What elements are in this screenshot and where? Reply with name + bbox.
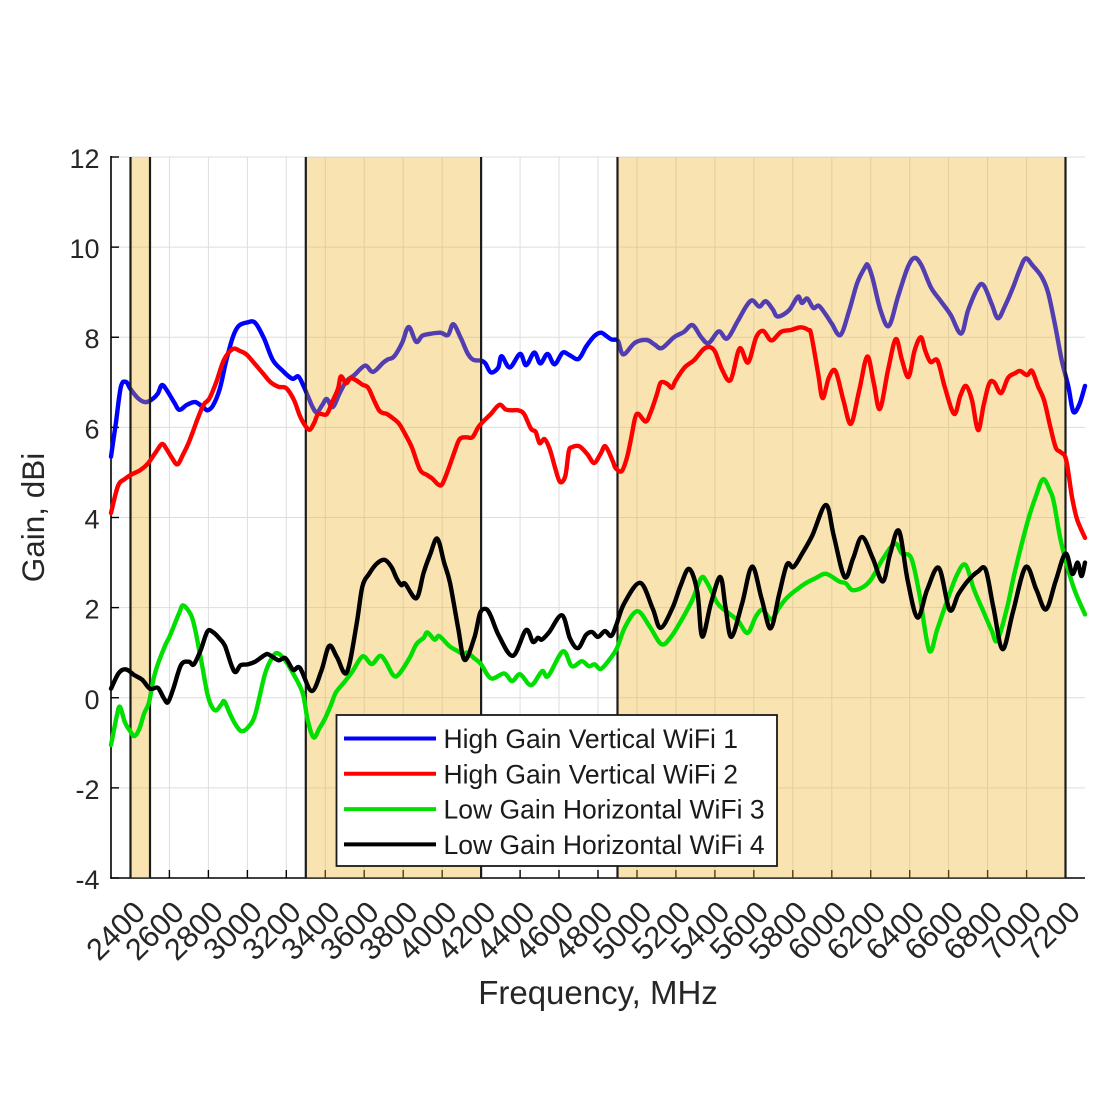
svg-text:12: 12 — [69, 144, 99, 174]
svg-text:-4: -4 — [75, 865, 99, 895]
svg-text:Low Gain Horizontal WiFi 4: Low Gain Horizontal WiFi 4 — [444, 830, 765, 860]
svg-text:8: 8 — [84, 324, 99, 354]
svg-text:-2: -2 — [75, 775, 99, 805]
svg-text:High Gain Vertical WiFi 2: High Gain Vertical WiFi 2 — [444, 759, 739, 789]
svg-text:2: 2 — [84, 595, 99, 625]
svg-text:6: 6 — [84, 414, 99, 444]
svg-text:High Gain Vertical WiFi 1: High Gain Vertical WiFi 1 — [444, 724, 739, 754]
svg-text:Low Gain Horizontal WiFi 3: Low Gain Horizontal WiFi 3 — [444, 795, 765, 825]
svg-text:10: 10 — [69, 234, 99, 264]
svg-text:4: 4 — [84, 505, 99, 535]
svg-text:0: 0 — [84, 685, 99, 715]
svg-text:Frequency, MHz: Frequency, MHz — [478, 974, 718, 1011]
svg-text:Gain, dBi: Gain, dBi — [15, 453, 51, 583]
